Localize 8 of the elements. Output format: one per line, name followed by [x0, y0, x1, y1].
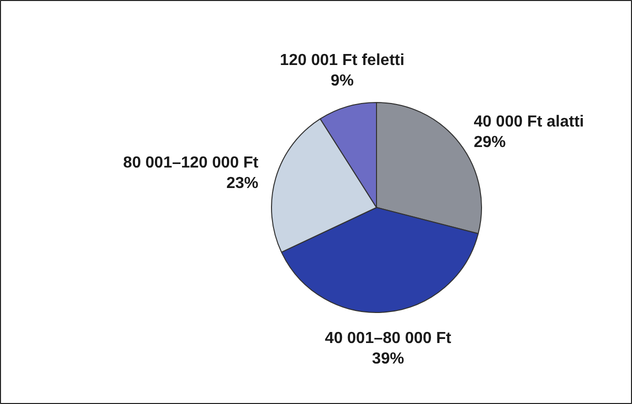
- slice-label: 40 001–80 000 Ft: [324, 330, 452, 347]
- slice-label: 40 000 Ft alatti: [474, 113, 584, 130]
- data-label: 23%: [226, 174, 258, 192]
- slice-label: 80 001–120 000 Ft: [123, 154, 260, 172]
- data-label: 9%: [330, 72, 354, 90]
- data-label: 29%: [474, 134, 506, 151]
- data-label: 39%: [372, 350, 404, 368]
- slice-label: 120 001 Ft feletti: [280, 52, 404, 69]
